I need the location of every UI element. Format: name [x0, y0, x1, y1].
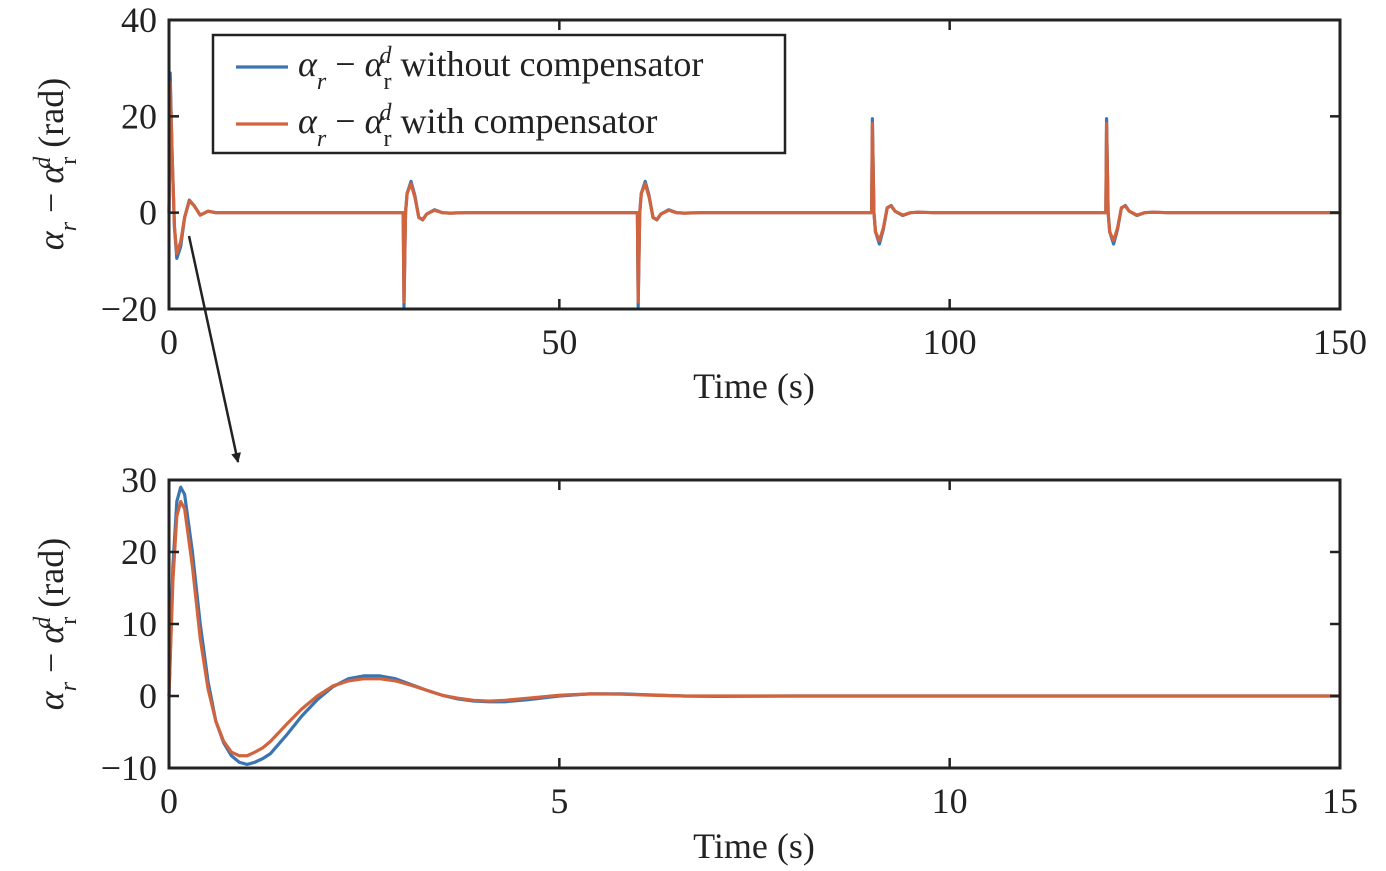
legend-label-without-compensator: αr − αrd without compensator [298, 43, 703, 95]
legend-box [211, 33, 787, 155]
lower-plot-xlabel: Time (s) [693, 826, 815, 866]
lower-plot-ytick-label: 20 [121, 532, 157, 572]
lower-plot-series-with-compensator [167, 500, 1342, 758]
upper-plot-xtick-label: 100 [923, 322, 977, 362]
lower-plot-ytick-label: 0 [139, 676, 157, 716]
lower-plot-xtick-label: 5 [550, 781, 568, 821]
upper-plot-ytick-label: −20 [101, 289, 157, 329]
upper-plot-frame [167, 18, 1342, 311]
upper-plot-ylabel: αr − αrd (rad) [30, 78, 82, 250]
lower-plot-xtick-label: 15 [1322, 781, 1358, 821]
upper-plot-ytick-label: 0 [139, 193, 157, 233]
lower-plot-ticks [167, 478, 1342, 770]
lower-plot-ytick-label: 10 [121, 604, 157, 644]
lower-plot-xtick-label: 10 [932, 781, 968, 821]
legend: αr − αrd without compensator αr − αrd wi… [211, 33, 787, 155]
lower-plot-ytick-label: −10 [101, 748, 157, 788]
upper-plot-ticks [167, 18, 1342, 311]
upper-plot-xtick-label: 150 [1313, 322, 1367, 362]
upper-plot-series-with-compensator [167, 81, 1342, 304]
lower-plot-ytick-label: 30 [121, 460, 157, 500]
upper-plot-xlabel: Time (s) [693, 366, 815, 406]
zoom-arrow [187, 235, 241, 463]
legend-label-with-compensator: αr − αrd with compensator [298, 100, 657, 152]
upper-plot-xtick-label: 50 [541, 322, 577, 362]
upper-plot-xtick-label: 0 [160, 322, 178, 362]
lower-plot-lines [167, 485, 1342, 767]
upper-plot-ytick-label: 20 [121, 96, 157, 136]
svg-text:αr − αrd (rad): αr − αrd (rad) [30, 538, 82, 710]
upper-plot-ytick-label: 40 [121, 0, 157, 40]
svg-text:αr − αrd (rad): αr − αrd (rad) [30, 78, 82, 250]
lower-plot-frame [167, 478, 1342, 770]
lower-plot-ylabel: αr − αrd (rad) [30, 538, 82, 710]
lower-plot-xtick-label: 0 [160, 781, 178, 821]
lower-plot-series-without-compensator [167, 485, 1342, 767]
upper-plot-lines [167, 71, 1342, 309]
